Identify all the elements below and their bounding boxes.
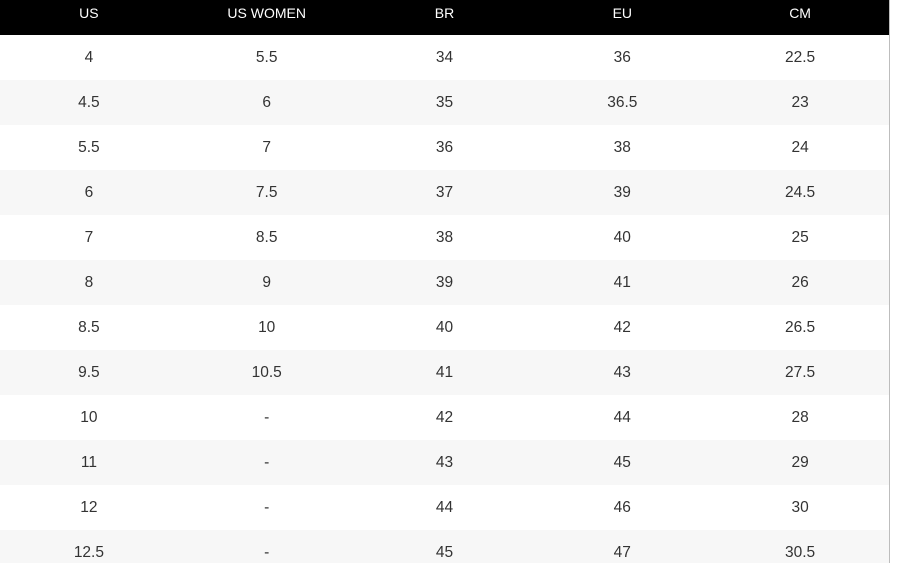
table-row: 4.5 6 35 36.5 23 — [0, 80, 889, 125]
table-cell: 44 — [613, 408, 631, 426]
table-cell: 4 — [84, 48, 94, 66]
table-row: 9.5 10.5 41 43 27.5 — [0, 350, 889, 395]
table-cell: - — [264, 453, 270, 471]
table-cell: 4.5 — [78, 93, 100, 111]
table-cell: 8.5 — [78, 318, 100, 336]
table-cell: 9 — [262, 273, 271, 291]
table-row: 5.5 7 36 38 24 — [0, 125, 889, 170]
table-cell: 10.5 — [251, 363, 282, 381]
table-cell: 45 — [613, 453, 631, 471]
table-cell: 47 — [613, 543, 631, 561]
header-cell: US — [79, 4, 99, 21]
table-row: 12.5 - 45 47 30.5 — [0, 530, 889, 563]
table-cell: 26 — [791, 273, 809, 291]
table-cell: 7 — [262, 138, 271, 156]
table-cell: 7.5 — [255, 183, 278, 201]
table-cell: 5.5 — [78, 138, 100, 156]
table-cell: 36.5 — [607, 93, 638, 111]
table-row: 7 8.5 38 40 25 — [0, 215, 889, 260]
table-cell: 8.5 — [255, 228, 278, 246]
table-row: 10 - 42 44 28 — [0, 395, 889, 440]
table-cell: 45 — [435, 543, 454, 561]
table-cell: 29 — [791, 453, 809, 471]
table-cell: 28 — [791, 408, 809, 426]
table-cell: 12.5 — [73, 543, 104, 561]
table-cell: 37 — [435, 183, 454, 201]
table-cell: 6 — [84, 183, 94, 201]
table-cell: 10 — [258, 318, 276, 336]
table-cell: 7 — [84, 228, 94, 246]
table-cell: 40 — [613, 228, 631, 246]
table-cell: 42 — [435, 408, 454, 426]
table-cell: 40 — [435, 318, 454, 336]
table-cell: 39 — [435, 273, 454, 291]
table-row: 6 7.5 37 39 24.5 — [0, 170, 889, 215]
table-cell: - — [264, 498, 270, 516]
table-cell: 30.5 — [785, 543, 816, 561]
table-cell: 22.5 — [785, 48, 816, 66]
table-cell: 39 — [613, 183, 631, 201]
table-cell: 35 — [435, 93, 454, 111]
table-cell: 41 — [613, 273, 631, 291]
table-cell: - — [264, 408, 270, 426]
table-cell: 11 — [80, 453, 97, 471]
table-cell: 12 — [80, 498, 98, 516]
table-cell: 5.5 — [255, 48, 278, 66]
table-cell: 10 — [80, 408, 98, 426]
table-cell: 43 — [435, 453, 454, 471]
table-cell: 38 — [435, 228, 454, 246]
table-cell: 34 — [435, 48, 454, 66]
table-cell: 23 — [791, 93, 809, 111]
table-cell: 41 — [435, 363, 454, 381]
header-cell: BR — [434, 4, 455, 21]
table-row: 12 - 44 46 30 — [0, 485, 889, 530]
table-cell: 25 — [791, 228, 809, 246]
table-cell: 36 — [435, 138, 454, 156]
table-cell: 27.5 — [785, 363, 816, 381]
header-cell: US WOMEN — [227, 4, 306, 21]
table-row: 8.5 10 40 42 26.5 — [0, 305, 889, 350]
table-cell: 6 — [262, 93, 271, 111]
table-cell: 9.5 — [78, 363, 100, 381]
table-cell: 24 — [791, 138, 809, 156]
table-cell: 43 — [613, 363, 631, 381]
table-cell: 36 — [613, 48, 631, 66]
table-row: 8 9 39 41 26 — [0, 260, 889, 305]
table-cell: 30 — [791, 498, 809, 516]
header-row: US US WOMEN BR EU CM — [0, 0, 889, 35]
table-cell: - — [264, 543, 270, 561]
table-cell: 38 — [613, 138, 631, 156]
header-cell: EU — [612, 4, 633, 21]
table-row: 4 5.5 34 36 22.5 — [0, 35, 889, 80]
table-cell: 8 — [84, 273, 94, 291]
table-row: 11 - 43 45 29 — [0, 440, 889, 485]
table-cell: 46 — [613, 498, 631, 516]
table-cell: 44 — [435, 498, 454, 516]
table-cell: 24.5 — [785, 183, 816, 201]
table-cell: 42 — [613, 318, 631, 336]
header-cell: CM — [789, 4, 811, 21]
table-cell: 26.5 — [785, 318, 816, 336]
